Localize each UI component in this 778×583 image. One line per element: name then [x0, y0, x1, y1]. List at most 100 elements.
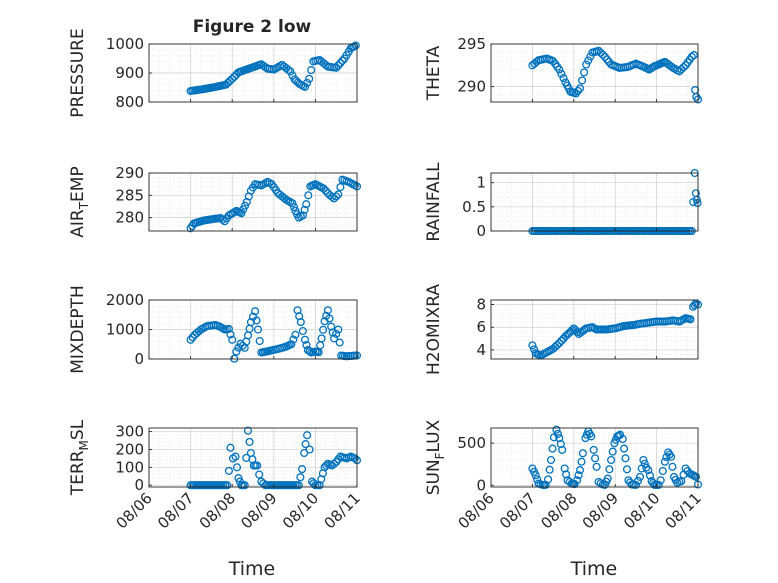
- subplot-theta: 290 295 THETA: [424, 35, 703, 104]
- data-point: [557, 69, 566, 78]
- data-point: [621, 454, 630, 463]
- data-point: [631, 480, 640, 489]
- y-tick-label: 1000: [106, 35, 144, 53]
- data-point: [589, 445, 598, 454]
- data-point: [594, 46, 603, 55]
- x-tick-label: 08/11: [321, 489, 364, 532]
- y-tick-label: 295: [457, 35, 486, 53]
- data-point: [251, 307, 260, 316]
- data-point: [245, 437, 254, 446]
- data-point: [681, 464, 690, 473]
- data-point: [582, 60, 591, 69]
- data-point: [658, 466, 667, 476]
- data-point: [294, 481, 303, 490]
- data-point: [584, 56, 593, 65]
- figure-title: Figure 2 low: [193, 17, 312, 37]
- grid: [148, 427, 358, 487]
- data-point: [302, 340, 311, 350]
- x-tick-label: 08/08: [537, 489, 580, 532]
- data-point: [332, 329, 341, 338]
- series-markers: [186, 306, 362, 363]
- data-point: [591, 454, 600, 463]
- data-point: [332, 192, 341, 201]
- data-point: [575, 84, 585, 93]
- data-point: [596, 48, 605, 57]
- data-point: [334, 325, 343, 334]
- data-point: [255, 336, 264, 346]
- data-point: [575, 466, 585, 475]
- data-point: [330, 459, 339, 468]
- subplot-air-temp: 280 285 290 AIRTEMP: [68, 164, 362, 238]
- data-point: [336, 59, 345, 68]
- data-point: [327, 322, 336, 331]
- data-point: [692, 195, 701, 204]
- y-tick-label: 200: [115, 440, 144, 458]
- y-axis-label: RAINFALL: [424, 162, 444, 242]
- subplot-mixdepth: 0 1000 2000 MIXDEPTH: [68, 285, 362, 374]
- data-point: [573, 476, 582, 485]
- y-tick-label: 2000: [106, 291, 144, 309]
- grid: [490, 428, 699, 487]
- data-point: [305, 347, 314, 356]
- data-point: [335, 338, 344, 347]
- data-point: [667, 452, 676, 461]
- data-point: [587, 432, 596, 441]
- subplot-h2omixra: 4 6 8 H2OMIXRA: [424, 284, 703, 375]
- data-point: [689, 51, 698, 60]
- data-point: [289, 335, 298, 344]
- data-point: [545, 465, 554, 474]
- data-point: [317, 334, 326, 343]
- data-point: [665, 450, 674, 459]
- data-point: [218, 215, 227, 224]
- subplot-rainfall: 0 0.5 1 RAINFALL: [424, 162, 702, 242]
- y-tick-label: 8: [476, 296, 486, 314]
- x-tick-label: 08/10: [620, 489, 663, 532]
- data-point: [644, 466, 653, 475]
- series-markers: [186, 41, 360, 96]
- data-point: [607, 455, 616, 465]
- data-point: [304, 191, 313, 200]
- subplot-terr-msl: 0100200300TERRMSL08/0608/0708/0808/0908/…: [68, 419, 364, 532]
- y-tick-label: 100: [115, 458, 144, 476]
- data-point: [330, 194, 339, 203]
- data-point: [553, 340, 562, 350]
- data-point: [633, 476, 643, 485]
- axes-frame: [490, 427, 699, 488]
- x-tick-label: 08/09: [579, 489, 622, 532]
- y-tick-label: 1: [476, 174, 486, 192]
- data-point: [240, 481, 249, 490]
- data-point: [298, 326, 307, 336]
- subplot-pressure: 800 900 1000 PRESSURE: [68, 28, 360, 118]
- data-point: [351, 41, 360, 50]
- data-point: [228, 335, 237, 344]
- data-point: [640, 459, 649, 468]
- data-point: [243, 426, 253, 435]
- data-point: [296, 473, 305, 482]
- data-point: [255, 470, 264, 479]
- axes-frame: [148, 427, 358, 488]
- data-point: [223, 481, 232, 490]
- y-axis-label: TERRMSL: [68, 419, 91, 496]
- data-point: [620, 444, 629, 453]
- data-point: [691, 472, 700, 481]
- data-point: [578, 449, 587, 458]
- data-point: [603, 474, 612, 483]
- series-markers: [528, 299, 703, 360]
- data-point: [618, 434, 627, 444]
- plot-area: [149, 428, 357, 487]
- data-point: [186, 335, 195, 344]
- x-tick-label: 08/07: [496, 489, 539, 532]
- data-point: [305, 445, 314, 454]
- data-point: [573, 86, 582, 95]
- data-point: [298, 211, 307, 220]
- data-point: [303, 431, 312, 440]
- data-point: [296, 318, 305, 327]
- y-tick-label: 0: [476, 222, 486, 240]
- data-point: [635, 472, 645, 481]
- data-point: [226, 330, 235, 339]
- series-markers: [528, 425, 703, 489]
- subplot-sun-flux: 0 500 SUNFLUX 08/0608/0708/0808/0908/1008/1…: [424, 419, 705, 532]
- data-point: [226, 443, 235, 452]
- data-point: [232, 347, 241, 356]
- data-point: [300, 205, 309, 214]
